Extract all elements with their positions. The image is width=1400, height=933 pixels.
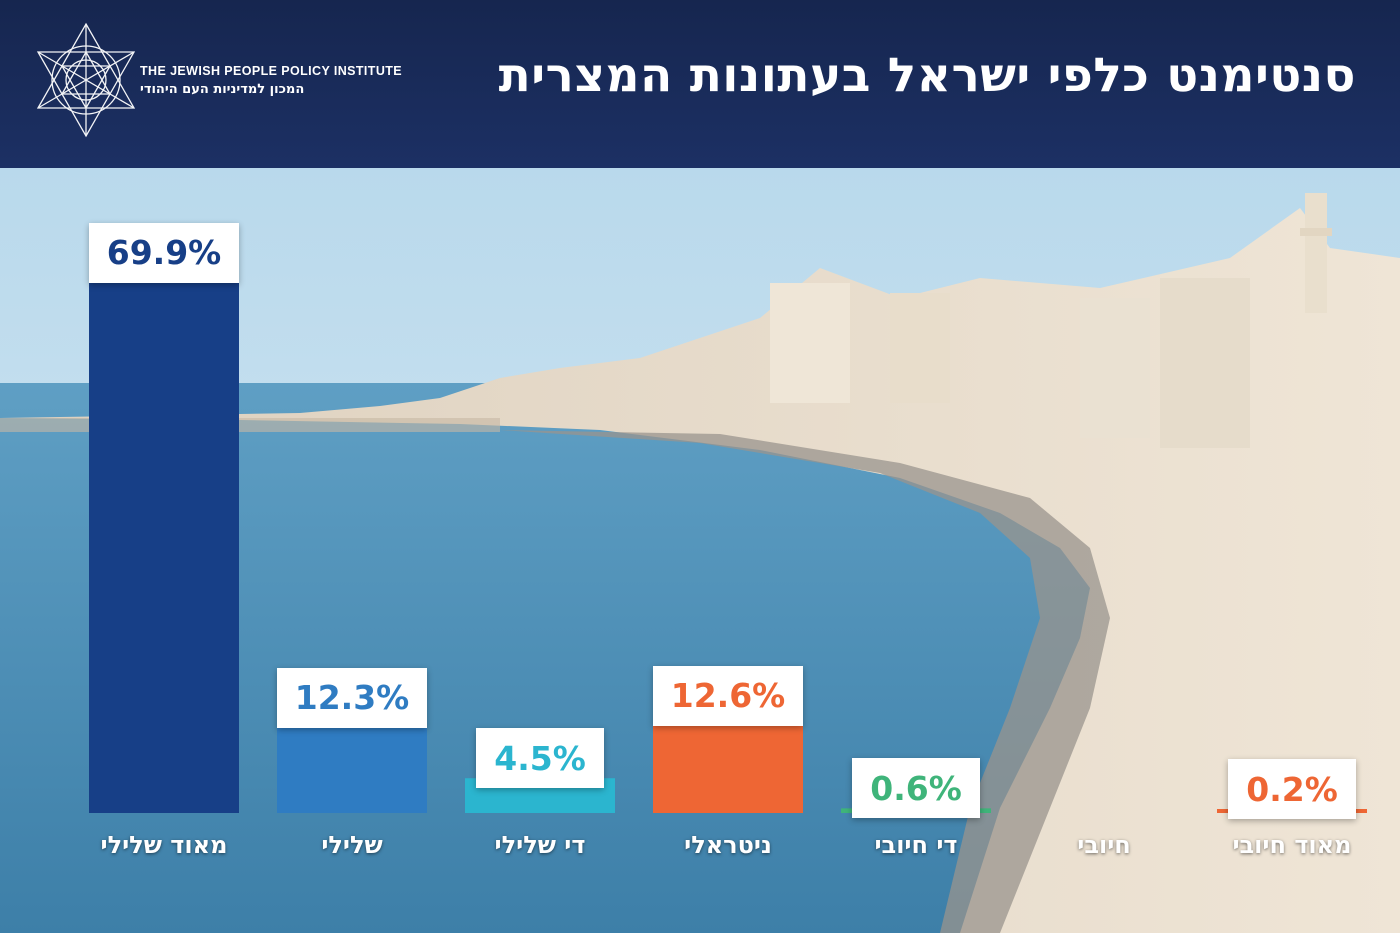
category-label-1: מאוד שלילי [100,831,228,859]
value-label-5: 0.6% [852,758,980,819]
bar-4 [653,715,803,813]
star-of-david-logo-icon [36,22,136,138]
bar-2 [277,717,427,813]
category-label-7: מאוד חיובי [1232,831,1352,859]
chart-area: 69.9% מאוד שלילי 12.3% שלילי 4.5% די שלילי 12.… [0,168,1400,933]
bar-chart [0,168,1400,933]
org-name-hebrew: המכון למדיניות העם היהודי [140,82,305,97]
value-label-1: 69.9% [89,222,239,283]
value-label-7: 0.2% [1228,759,1356,819]
page-title: סנטימנט כלפי ישראל בעתונות המצרית [498,48,1356,103]
category-label-2: שלילי [321,831,383,859]
bar-1 [89,272,239,814]
category-label-5: די חיובי [874,831,958,859]
category-label-6: חיובי [1077,831,1131,859]
header-bar: THE JEWISH PEOPLE POLICY INSTITUTE המכון… [0,0,1400,168]
value-label-3: 4.5% [476,728,604,789]
org-name-english: THE JEWISH PEOPLE POLICY INSTITUTE [140,64,403,78]
value-label-2: 12.3% [277,667,427,728]
category-label-3: די שלילי [494,831,586,859]
category-label-4: ניטראלי [684,831,772,859]
value-label-4: 12.6% [653,665,803,726]
